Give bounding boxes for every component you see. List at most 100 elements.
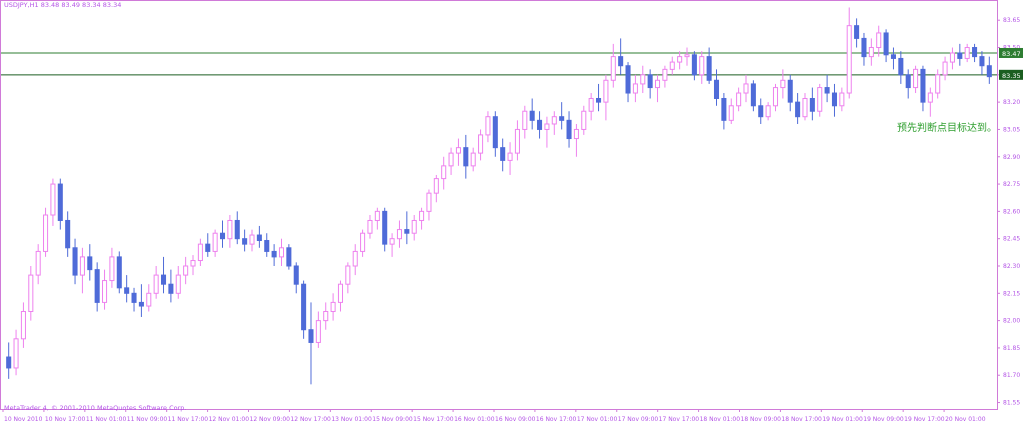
x-tick-label: 17 Nov 09:00 — [618, 416, 659, 423]
x-tick-label: 16 Nov 01:00 — [454, 416, 495, 423]
candle-body — [876, 32, 882, 49]
candle-body — [883, 32, 889, 56]
candle-body — [677, 56, 683, 63]
candle-body — [50, 183, 56, 216]
candles — [6, 7, 992, 385]
candle-body — [234, 219, 240, 240]
candle-body — [500, 147, 506, 161]
y-tick-label: 83.20 — [1003, 99, 1020, 106]
x-tick-label: 20 Nov 01:00 — [945, 416, 986, 423]
candle-body — [478, 134, 484, 154]
candle-body — [964, 47, 970, 59]
candle-body — [750, 83, 756, 107]
plot-frame — [0, 0, 998, 410]
candle-body — [441, 165, 447, 180]
candle-body — [625, 65, 631, 94]
candle-body — [374, 210, 380, 221]
candle-body — [6, 356, 12, 369]
candle-body — [146, 292, 152, 307]
candle-body — [537, 119, 543, 130]
candle-body — [109, 256, 115, 282]
candle-body — [360, 232, 366, 252]
candle-body — [596, 97, 602, 103]
x-tick-label: 17 Nov 01:00 — [577, 416, 618, 423]
x-tick-label: 12 Nov 09:00 — [250, 416, 291, 423]
candle-body — [640, 74, 646, 85]
candle-body — [345, 265, 351, 285]
candle-body — [713, 79, 720, 99]
x-tick-label: 11 Nov 09:00 — [127, 416, 168, 423]
y-tick-label: 82.60 — [1003, 208, 1020, 215]
candle-body — [168, 283, 174, 294]
candle-body — [949, 52, 955, 63]
candle-body — [352, 250, 358, 267]
candle-body — [684, 54, 690, 58]
candle-body — [411, 219, 417, 234]
candle-body — [824, 87, 830, 94]
y-tick-label: 81.85 — [1003, 345, 1020, 352]
candle-body — [795, 101, 801, 118]
candle-body — [772, 87, 779, 107]
x-tick-label: 10 Nov 17:00 — [45, 416, 86, 423]
candle-body — [72, 247, 78, 276]
candle-body — [138, 301, 144, 307]
x-tick-label: 19 Nov 01:00 — [822, 416, 863, 423]
candle-body — [588, 97, 594, 112]
candle-body — [404, 229, 410, 234]
candle-body — [736, 92, 742, 107]
candle-body — [831, 92, 838, 107]
candle-body — [116, 256, 122, 289]
candle-body — [662, 68, 668, 81]
candle-body — [492, 116, 498, 149]
candle-body — [433, 178, 439, 194]
candle-body — [35, 250, 41, 276]
candle-body — [898, 57, 904, 76]
candle-body — [330, 301, 336, 313]
candle-body — [20, 311, 26, 340]
annotation-text: 预先判断点目标达到。 — [897, 123, 997, 134]
candle-body — [28, 274, 34, 313]
candle-body — [669, 61, 675, 70]
x-tick-label: 15 Nov 17:00 — [413, 416, 454, 423]
candle-body — [566, 119, 572, 140]
candle-body — [367, 219, 373, 234]
candle-body — [448, 152, 454, 167]
candle-body — [603, 79, 609, 103]
candle-body — [529, 110, 535, 121]
candle-body — [721, 97, 727, 121]
candle-body — [219, 232, 226, 240]
x-tick-label: 12 Nov 17:00 — [290, 416, 331, 423]
candle-body — [913, 68, 919, 89]
candle-body — [986, 65, 992, 78]
candle-body — [323, 311, 329, 322]
candle-body — [315, 320, 321, 343]
candle-body — [463, 147, 469, 167]
x-tick-label: 18 Nov 17:00 — [781, 416, 822, 423]
y-tick-label: 81.70 — [1003, 372, 1020, 379]
candle-body — [765, 105, 771, 118]
candle-body — [787, 79, 793, 103]
price-tag-label: 83.47 — [1002, 50, 1021, 58]
candle-body — [846, 25, 852, 94]
candle-body — [242, 238, 248, 245]
candle-body — [809, 97, 815, 112]
candle-body — [396, 229, 402, 240]
candle-body — [861, 37, 867, 58]
x-tick-label: 15 Nov 09:00 — [372, 416, 413, 423]
candle-body — [957, 52, 963, 59]
candle-body — [839, 92, 845, 107]
candle-body — [293, 265, 299, 285]
x-tick-label: 16 Nov 17:00 — [536, 416, 577, 423]
candle-body — [706, 56, 712, 81]
candle-body — [905, 74, 911, 89]
candle-body — [65, 219, 71, 249]
candle-body — [647, 74, 653, 89]
candle-body — [581, 110, 587, 130]
y-tick-label: 82.45 — [1003, 236, 1020, 243]
chart-title: USDJPY,H1 83.48 83.49 83.34 83.34 — [4, 1, 122, 9]
candle-body — [728, 105, 734, 121]
candle-body — [175, 274, 181, 294]
candle-body — [57, 183, 63, 221]
